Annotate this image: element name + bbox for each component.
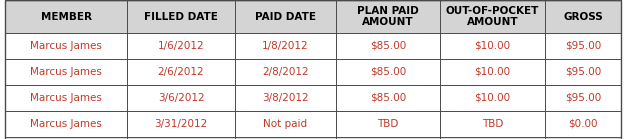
Bar <box>127 111 235 137</box>
Bar <box>336 85 440 111</box>
Text: $10.00: $10.00 <box>475 67 511 77</box>
Text: 1/8/2012: 1/8/2012 <box>262 41 309 51</box>
Text: $10.00: $10.00 <box>475 93 511 103</box>
Text: TBD: TBD <box>482 119 503 129</box>
Bar <box>5 33 127 59</box>
Bar <box>5 0 127 33</box>
Text: $95.00: $95.00 <box>565 93 601 103</box>
Text: $95.00: $95.00 <box>565 67 601 77</box>
Bar <box>235 85 336 111</box>
Bar <box>336 0 440 33</box>
Text: Not paid: Not paid <box>264 119 307 129</box>
Text: 2/6/2012: 2/6/2012 <box>158 67 204 77</box>
Text: FILLED DATE: FILLED DATE <box>144 12 218 22</box>
Text: $85.00: $85.00 <box>370 67 406 77</box>
Bar <box>235 111 336 137</box>
Bar <box>545 59 621 85</box>
Bar <box>545 33 621 59</box>
Text: 3/8/2012: 3/8/2012 <box>262 93 309 103</box>
Text: $0.00: $0.00 <box>568 119 598 129</box>
Bar <box>235 0 336 33</box>
Bar <box>127 33 235 59</box>
Bar <box>440 33 545 59</box>
Bar <box>5 111 127 137</box>
Bar <box>336 33 440 59</box>
Text: $85.00: $85.00 <box>370 41 406 51</box>
Bar <box>545 0 621 33</box>
Text: 1/6/2012: 1/6/2012 <box>158 41 204 51</box>
Text: MEMBER: MEMBER <box>41 12 91 22</box>
Text: $85.00: $85.00 <box>370 93 406 103</box>
Bar <box>336 59 440 85</box>
Text: 3/31/2012: 3/31/2012 <box>155 119 208 129</box>
Bar <box>127 0 235 33</box>
Text: Marcus James: Marcus James <box>30 93 102 103</box>
Text: PAID DATE: PAID DATE <box>255 12 316 22</box>
Text: PLAN PAID
AMOUNT: PLAN PAID AMOUNT <box>357 6 419 27</box>
Text: TBD: TBD <box>377 119 399 129</box>
Bar <box>545 85 621 111</box>
Bar <box>440 85 545 111</box>
Text: Marcus James: Marcus James <box>30 41 102 51</box>
Bar <box>235 59 336 85</box>
Bar <box>127 59 235 85</box>
Bar <box>235 33 336 59</box>
Text: $95.00: $95.00 <box>565 41 601 51</box>
Bar <box>5 59 127 85</box>
Text: 2/8/2012: 2/8/2012 <box>262 67 309 77</box>
Bar <box>440 111 545 137</box>
Text: GROSS: GROSS <box>563 12 603 22</box>
Text: Marcus James: Marcus James <box>30 119 102 129</box>
Bar <box>5 85 127 111</box>
Bar <box>440 0 545 33</box>
Text: 3/6/2012: 3/6/2012 <box>158 93 204 103</box>
Bar <box>127 85 235 111</box>
Bar <box>336 111 440 137</box>
Text: $10.00: $10.00 <box>475 41 511 51</box>
Text: Marcus James: Marcus James <box>30 67 102 77</box>
Text: OUT-OF-POCKET
AMOUNT: OUT-OF-POCKET AMOUNT <box>446 6 539 27</box>
Bar <box>545 111 621 137</box>
Bar <box>440 59 545 85</box>
